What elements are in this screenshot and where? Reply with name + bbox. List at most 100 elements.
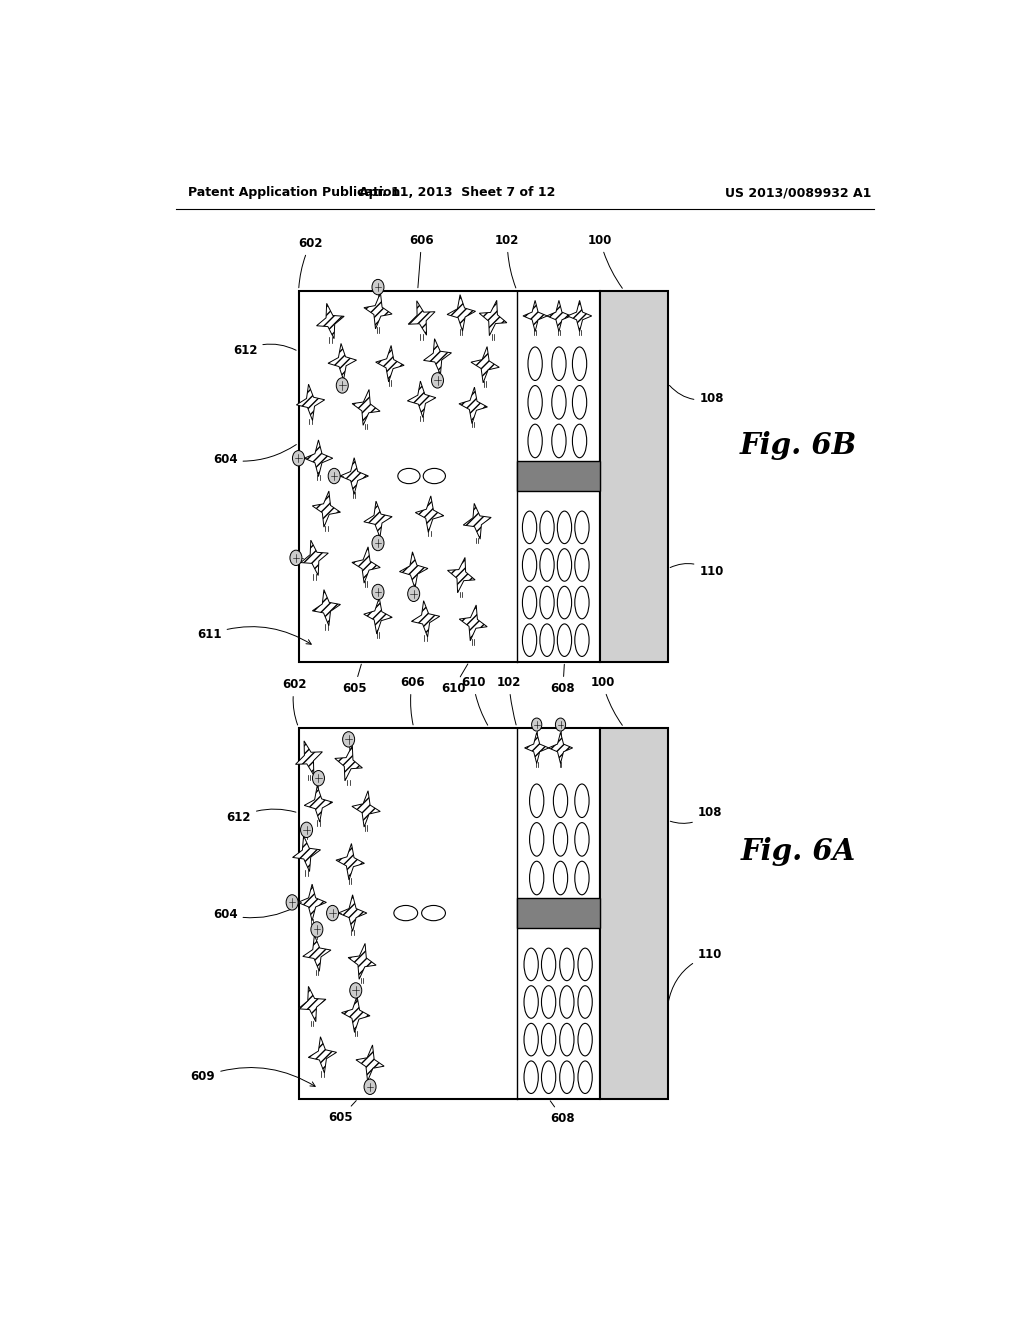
Polygon shape bbox=[312, 491, 340, 527]
Text: 102: 102 bbox=[496, 234, 519, 288]
Polygon shape bbox=[336, 843, 365, 880]
Polygon shape bbox=[416, 496, 443, 532]
Polygon shape bbox=[298, 884, 327, 921]
Ellipse shape bbox=[572, 347, 587, 380]
Ellipse shape bbox=[524, 1061, 539, 1093]
Polygon shape bbox=[412, 601, 439, 638]
Polygon shape bbox=[303, 935, 331, 972]
Text: 102: 102 bbox=[497, 676, 521, 725]
Polygon shape bbox=[348, 944, 376, 979]
Ellipse shape bbox=[540, 549, 554, 581]
Text: 604: 604 bbox=[213, 445, 296, 466]
Text: US 2013/0089932 A1: US 2013/0089932 A1 bbox=[725, 186, 871, 199]
Polygon shape bbox=[352, 546, 380, 583]
Ellipse shape bbox=[529, 784, 544, 817]
Bar bbox=[517, 898, 600, 928]
Ellipse shape bbox=[542, 986, 556, 1018]
Ellipse shape bbox=[578, 1061, 592, 1093]
Text: 610: 610 bbox=[461, 676, 487, 725]
Ellipse shape bbox=[524, 948, 539, 981]
Ellipse shape bbox=[422, 906, 445, 921]
Text: Fig. 6A: Fig. 6A bbox=[741, 837, 856, 866]
Ellipse shape bbox=[522, 511, 537, 544]
Ellipse shape bbox=[552, 347, 566, 380]
Ellipse shape bbox=[574, 784, 589, 817]
Circle shape bbox=[336, 378, 348, 393]
Text: Fig. 6B: Fig. 6B bbox=[740, 430, 857, 459]
Polygon shape bbox=[447, 557, 475, 593]
Polygon shape bbox=[471, 347, 500, 383]
Polygon shape bbox=[316, 304, 344, 339]
Ellipse shape bbox=[553, 784, 567, 817]
Polygon shape bbox=[364, 598, 392, 634]
Ellipse shape bbox=[560, 986, 574, 1018]
Polygon shape bbox=[376, 346, 404, 381]
Ellipse shape bbox=[542, 1061, 556, 1093]
Ellipse shape bbox=[394, 906, 418, 921]
Polygon shape bbox=[424, 339, 452, 375]
Bar bbox=[600, 727, 668, 1098]
Polygon shape bbox=[459, 605, 487, 640]
Ellipse shape bbox=[557, 586, 571, 619]
Ellipse shape bbox=[528, 424, 543, 458]
Polygon shape bbox=[524, 733, 549, 763]
Polygon shape bbox=[342, 997, 370, 1032]
Ellipse shape bbox=[552, 424, 566, 458]
Polygon shape bbox=[409, 301, 435, 335]
Ellipse shape bbox=[522, 624, 537, 656]
Ellipse shape bbox=[524, 1023, 539, 1056]
Circle shape bbox=[372, 280, 384, 294]
Ellipse shape bbox=[524, 986, 539, 1018]
Ellipse shape bbox=[528, 347, 543, 380]
Text: 100: 100 bbox=[588, 234, 623, 288]
Circle shape bbox=[408, 586, 420, 602]
Bar bbox=[517, 461, 600, 491]
Polygon shape bbox=[408, 381, 436, 417]
Polygon shape bbox=[304, 785, 333, 822]
Polygon shape bbox=[335, 746, 362, 781]
Ellipse shape bbox=[574, 624, 589, 656]
Circle shape bbox=[301, 822, 312, 837]
Circle shape bbox=[431, 372, 443, 388]
Polygon shape bbox=[304, 440, 333, 477]
Polygon shape bbox=[296, 741, 323, 775]
Text: 608: 608 bbox=[551, 664, 575, 696]
Circle shape bbox=[312, 771, 325, 785]
Text: 610: 610 bbox=[441, 664, 468, 696]
Polygon shape bbox=[301, 540, 329, 576]
Circle shape bbox=[293, 450, 304, 466]
Ellipse shape bbox=[574, 511, 589, 544]
Text: 100: 100 bbox=[591, 676, 623, 726]
Ellipse shape bbox=[397, 469, 420, 483]
Polygon shape bbox=[547, 301, 571, 331]
Text: 602: 602 bbox=[298, 236, 323, 288]
Circle shape bbox=[531, 718, 542, 731]
Polygon shape bbox=[447, 294, 475, 331]
Ellipse shape bbox=[529, 822, 544, 857]
Ellipse shape bbox=[572, 424, 587, 458]
Text: 612: 612 bbox=[232, 343, 296, 356]
Text: 608: 608 bbox=[550, 1101, 575, 1125]
Ellipse shape bbox=[423, 469, 445, 483]
Ellipse shape bbox=[572, 385, 587, 420]
Ellipse shape bbox=[557, 624, 571, 656]
Polygon shape bbox=[479, 301, 507, 335]
Circle shape bbox=[365, 1078, 376, 1094]
Ellipse shape bbox=[574, 861, 589, 895]
Polygon shape bbox=[293, 836, 321, 871]
Ellipse shape bbox=[542, 1023, 556, 1056]
Circle shape bbox=[372, 585, 384, 599]
Polygon shape bbox=[296, 384, 325, 421]
Polygon shape bbox=[338, 895, 367, 932]
Ellipse shape bbox=[522, 586, 537, 619]
Polygon shape bbox=[308, 1036, 337, 1073]
Ellipse shape bbox=[574, 586, 589, 619]
Polygon shape bbox=[352, 389, 380, 425]
Polygon shape bbox=[399, 552, 428, 589]
Circle shape bbox=[290, 550, 302, 565]
Text: 609: 609 bbox=[190, 1068, 315, 1086]
Circle shape bbox=[372, 536, 384, 550]
Polygon shape bbox=[549, 733, 572, 763]
Ellipse shape bbox=[560, 1061, 574, 1093]
Polygon shape bbox=[364, 502, 392, 537]
